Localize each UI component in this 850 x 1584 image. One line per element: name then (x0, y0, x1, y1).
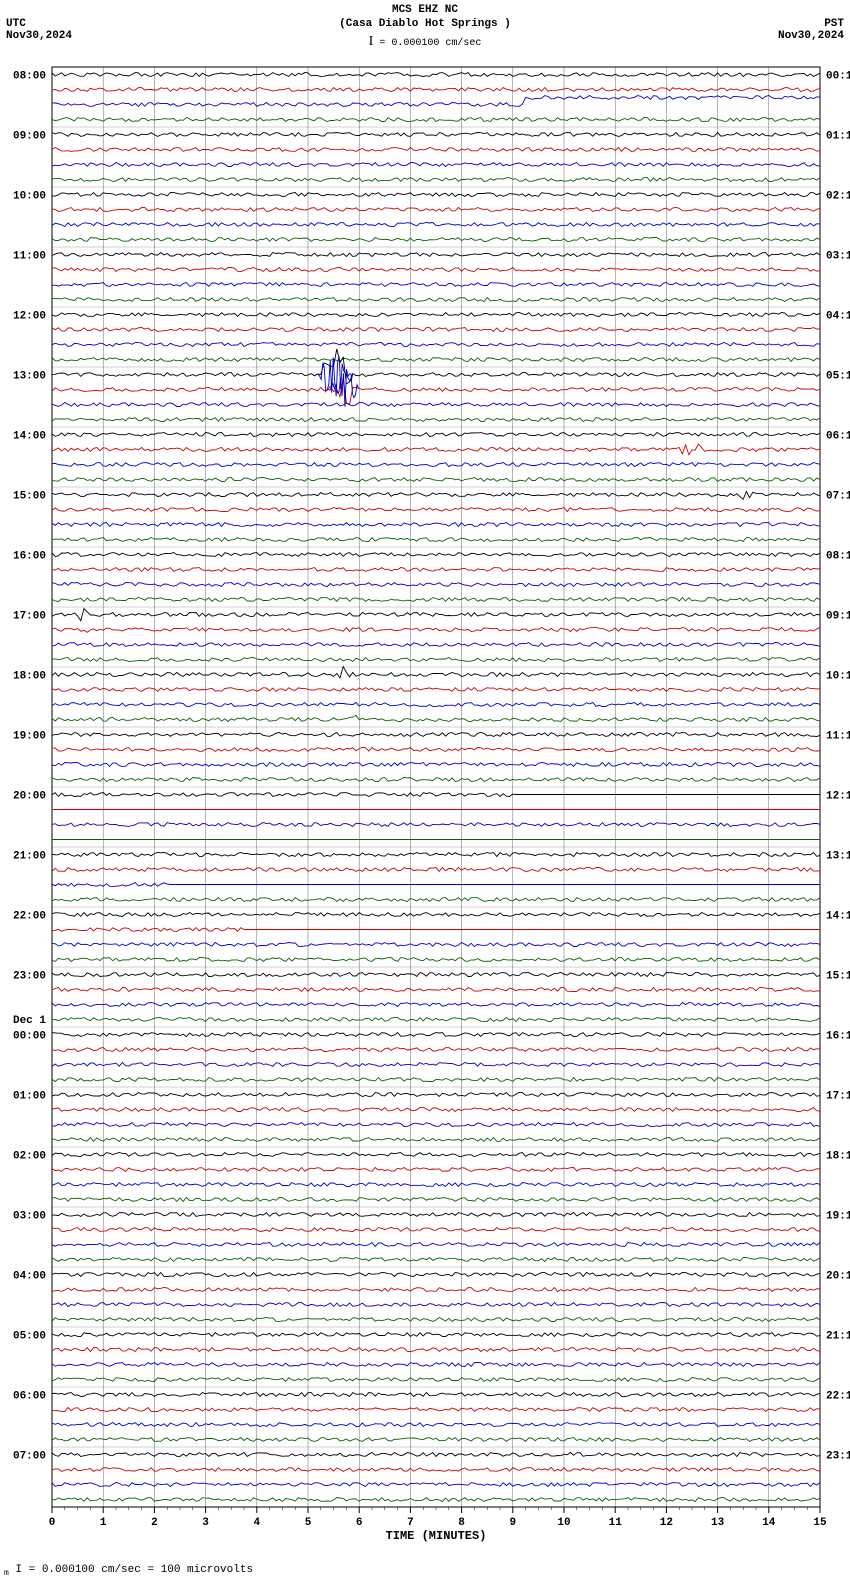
svg-text:00:15: 00:15 (826, 71, 850, 83)
svg-text:10:00: 10:00 (13, 191, 46, 203)
svg-text:05:15: 05:15 (826, 371, 850, 383)
svg-text:13:00: 13:00 (13, 371, 46, 383)
svg-text:03:15: 03:15 (826, 251, 850, 263)
svg-text:03:00: 03:00 (13, 1211, 46, 1223)
svg-text:3: 3 (202, 1517, 209, 1529)
svg-text:7: 7 (407, 1517, 414, 1529)
svg-text:12:15: 12:15 (826, 791, 850, 803)
svg-text:11:00: 11:00 (13, 251, 46, 263)
svg-text:14: 14 (762, 1517, 776, 1529)
svg-text:18:00: 18:00 (13, 671, 46, 683)
date-right: Nov30,2024 (778, 30, 844, 42)
svg-text:1: 1 (100, 1517, 107, 1529)
svg-text:11:15: 11:15 (826, 731, 850, 743)
svg-text:16:15: 16:15 (826, 1031, 850, 1043)
svg-text:13: 13 (711, 1517, 725, 1529)
tz-right: PST (824, 18, 844, 30)
svg-text:9: 9 (509, 1517, 516, 1529)
svg-text:Dec 1: Dec 1 (13, 1015, 46, 1027)
svg-text:10:15: 10:15 (826, 671, 850, 683)
svg-text:08:00: 08:00 (13, 71, 46, 83)
scale-indicator: I = 0.000100 cm/sec (0, 34, 850, 50)
svg-text:6: 6 (356, 1517, 363, 1529)
svg-text:02:15: 02:15 (826, 191, 850, 203)
svg-text:20:00: 20:00 (13, 791, 46, 803)
svg-text:01:00: 01:00 (13, 1091, 46, 1103)
svg-text:09:00: 09:00 (13, 131, 46, 143)
svg-text:13:15: 13:15 (826, 851, 850, 863)
svg-text:23:00: 23:00 (13, 971, 46, 983)
svg-text:18:15: 18:15 (826, 1151, 850, 1163)
footer-scale-note: m I = 0.000100 cm/sec = 100 microvolts (4, 1564, 253, 1578)
svg-text:17:00: 17:00 (13, 611, 46, 623)
svg-text:0: 0 (49, 1517, 56, 1529)
svg-text:5: 5 (305, 1517, 312, 1529)
tz-left: UTC (6, 18, 26, 30)
svg-text:21:00: 21:00 (13, 851, 46, 863)
svg-text:23:15: 23:15 (826, 1451, 850, 1463)
svg-text:20:15: 20:15 (826, 1271, 850, 1283)
location-subtitle: (Casa Diablo Hot Springs ) (0, 18, 850, 30)
svg-text:19:15: 19:15 (826, 1211, 850, 1223)
svg-text:8: 8 (458, 1517, 465, 1529)
station-title: MCS EHZ NC (0, 4, 850, 16)
svg-text:2: 2 (151, 1517, 158, 1529)
svg-text:22:15: 22:15 (826, 1391, 850, 1403)
svg-text:09:15: 09:15 (826, 611, 850, 623)
svg-text:19:00: 19:00 (13, 731, 46, 743)
svg-text:01:15: 01:15 (826, 131, 850, 143)
svg-text:15:15: 15:15 (826, 971, 850, 983)
svg-text:4: 4 (253, 1517, 260, 1529)
svg-text:12:00: 12:00 (13, 311, 46, 323)
svg-text:22:00: 22:00 (13, 911, 46, 923)
svg-text:06:00: 06:00 (13, 1391, 46, 1403)
svg-text:TIME (MINUTES): TIME (MINUTES) (386, 1529, 487, 1543)
svg-text:16:00: 16:00 (13, 551, 46, 563)
svg-text:07:00: 07:00 (13, 1451, 46, 1463)
svg-text:17:15: 17:15 (826, 1091, 850, 1103)
seismogram-plot: 08:0009:0010:0011:0012:0013:0014:0015:00… (52, 65, 820, 1505)
svg-text:14:15: 14:15 (826, 911, 850, 923)
svg-text:08:15: 08:15 (826, 551, 850, 563)
svg-text:15:00: 15:00 (13, 491, 46, 503)
svg-text:02:00: 02:00 (13, 1151, 46, 1163)
svg-text:14:00: 14:00 (13, 431, 46, 443)
svg-text:04:15: 04:15 (826, 311, 850, 323)
svg-text:00:00: 00:00 (13, 1031, 46, 1043)
svg-text:12: 12 (660, 1517, 673, 1529)
svg-text:11: 11 (609, 1517, 623, 1529)
svg-text:05:00: 05:00 (13, 1331, 46, 1343)
svg-text:06:15: 06:15 (826, 431, 850, 443)
svg-text:04:00: 04:00 (13, 1271, 46, 1283)
svg-text:10: 10 (557, 1517, 570, 1529)
date-left: Nov30,2024 (6, 30, 72, 42)
svg-text:15: 15 (813, 1517, 827, 1529)
svg-text:07:15: 07:15 (826, 491, 850, 503)
svg-text:21:15: 21:15 (826, 1331, 850, 1343)
